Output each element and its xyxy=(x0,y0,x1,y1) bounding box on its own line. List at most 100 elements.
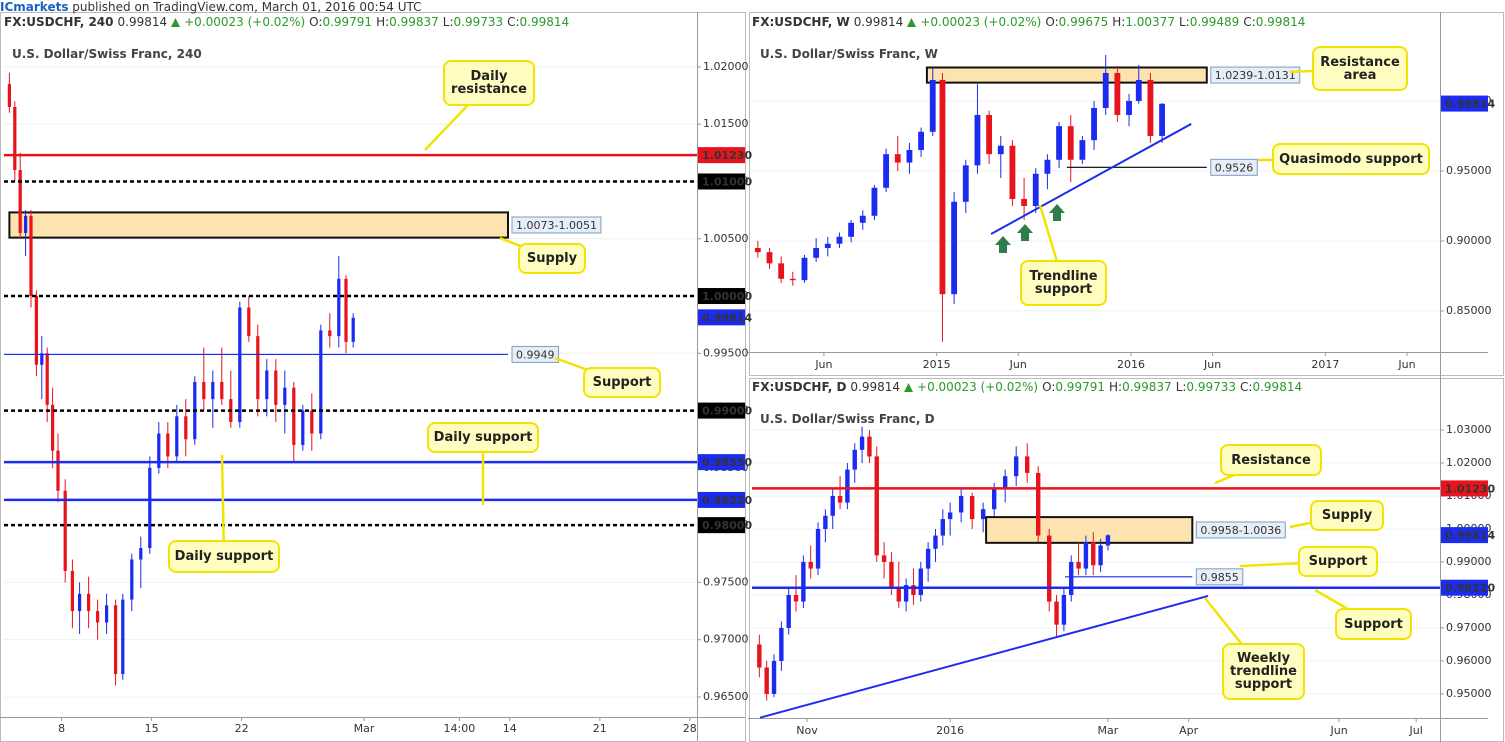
candle-body xyxy=(40,353,44,365)
ohlc-label: O: xyxy=(1042,380,1056,394)
price-tag-label: 0.9949 xyxy=(516,348,555,361)
callout: Daily support xyxy=(427,422,539,453)
x-tick-label: 2015 xyxy=(923,358,951,371)
candle-body xyxy=(1032,173,1039,206)
candle-body xyxy=(951,201,958,295)
ohlc-label: L: xyxy=(1178,15,1190,29)
price-tag: 0.9526 xyxy=(1210,158,1258,176)
change: +0.00023 (+0.02%) xyxy=(184,15,306,29)
ohlc-item: O:0.99791 xyxy=(1042,380,1105,394)
candle-body xyxy=(1009,145,1016,199)
chart-title: U.S. Dollar/Swiss Franc, W xyxy=(760,47,938,61)
candle-body xyxy=(63,490,67,571)
candle-body xyxy=(896,588,901,602)
ohlc-value: 0.99733 xyxy=(453,15,504,29)
callout: Support xyxy=(1298,546,1378,577)
ohlc-item: C:0.99814 xyxy=(1243,15,1305,29)
candle-body xyxy=(778,263,785,279)
candle-body xyxy=(95,611,100,623)
candle-body xyxy=(1091,107,1097,141)
candle-body xyxy=(7,84,12,108)
zone xyxy=(8,211,510,239)
price-tag-label: 0.9958-1.0036 xyxy=(1200,524,1281,537)
price-label: 1.01230 xyxy=(1445,482,1495,495)
callout: Quasimodo support xyxy=(1272,143,1430,175)
candle-body xyxy=(929,79,936,132)
callout-pointer xyxy=(220,454,226,557)
candle-body xyxy=(1069,561,1074,595)
y-tick-label: 1.01500 xyxy=(703,117,749,130)
candle-body xyxy=(1147,79,1154,136)
callout: Resistance area xyxy=(1312,46,1408,91)
candle-body xyxy=(77,593,82,612)
candle-body xyxy=(940,519,946,536)
candle-body xyxy=(918,131,924,150)
candle-body xyxy=(319,330,323,434)
candle-body xyxy=(793,594,799,602)
ohlc-item: H:1.00377 xyxy=(1112,15,1175,29)
x-tick-label: 2017 xyxy=(1311,358,1339,371)
callout: Trendline support xyxy=(1020,260,1107,306)
ohlc-value: 0.99837 xyxy=(389,15,439,29)
ohlc-value: 0.99791 xyxy=(1055,380,1105,394)
price-label-box xyxy=(698,288,745,305)
candle-body xyxy=(86,593,91,612)
y-tick-label: 0.95000 xyxy=(1446,164,1492,177)
price-label-box xyxy=(698,147,745,164)
y-tick-label: 0.97000 xyxy=(1446,621,1492,634)
candle-body xyxy=(50,404,55,451)
candle-body xyxy=(283,387,287,405)
candle-body xyxy=(836,236,843,244)
price-label-box xyxy=(698,402,745,419)
brand: ICmarkets xyxy=(0,0,69,14)
price-tag: 0.9949 xyxy=(511,345,559,363)
candle-body xyxy=(874,456,879,556)
candle-body xyxy=(247,307,251,337)
ohlc-item: H:0.99837 xyxy=(1109,380,1172,394)
x-tick-label: Jun xyxy=(814,358,832,371)
change: +0.00023 (+0.02%) xyxy=(920,15,1042,29)
ohlc-label: O: xyxy=(309,15,323,29)
candle-body xyxy=(13,107,17,171)
price-label-box xyxy=(698,491,745,508)
price-label: 0.99814 xyxy=(1445,98,1495,111)
candle-body xyxy=(867,436,872,457)
symbol-header: FX:USDCHF, W 0.99814 +0.00023 (+0.02%) O:0.… xyxy=(752,15,1305,29)
price-label: 0.98220 xyxy=(1445,582,1495,595)
ohlc-value: 0.99489 xyxy=(1189,15,1240,29)
price-label: 1.01000 xyxy=(702,175,752,188)
callout: Daily resistance xyxy=(443,60,535,106)
y-tick-label: 0.97000 xyxy=(703,633,749,646)
candle-body xyxy=(859,436,865,450)
price-tag-box xyxy=(1195,521,1286,539)
candle-body xyxy=(815,528,821,569)
price-tag-box xyxy=(511,216,602,234)
x-tick-label: Mar xyxy=(354,722,375,735)
y-tick-label: 0.97500 xyxy=(703,575,749,588)
ohlc-label: H: xyxy=(376,15,390,29)
candle-body xyxy=(1044,159,1051,174)
symbol: FX:USDCHF, W xyxy=(752,15,850,29)
candle-body xyxy=(1036,472,1041,536)
candle-body xyxy=(823,515,828,529)
last-price: 0.99814 xyxy=(117,15,168,29)
up-triangle xyxy=(904,382,914,392)
x-tick-label: Mar xyxy=(1098,724,1119,737)
candle-body xyxy=(859,215,866,223)
ohlc-label: L: xyxy=(1175,380,1187,394)
price-tag-label: 0.9855 xyxy=(1200,571,1239,584)
callout: Support xyxy=(1335,608,1412,640)
x-tick-label: Jun xyxy=(1009,358,1027,371)
panel-frame xyxy=(749,12,1504,376)
x-tick-label: 28 xyxy=(683,722,697,735)
up-icon xyxy=(904,382,914,392)
symbol-header: FX:USDCHF, 240 0.99814 +0.00023 (+0.02%) O:… xyxy=(4,15,569,29)
chart-title: U.S. Dollar/Swiss Franc, D xyxy=(760,412,935,426)
price-label-box xyxy=(698,454,745,471)
y-tick-label: 0.95000 xyxy=(1446,687,1492,700)
publish-text: published on TradingView.com, March 01, … xyxy=(72,0,422,14)
price-tag: 1.0073-1.0051 xyxy=(511,216,602,234)
candle-body xyxy=(1083,542,1089,569)
price-tag: 0.9958-1.0036 xyxy=(1195,521,1286,539)
last-price: 0.99814 xyxy=(850,380,901,394)
